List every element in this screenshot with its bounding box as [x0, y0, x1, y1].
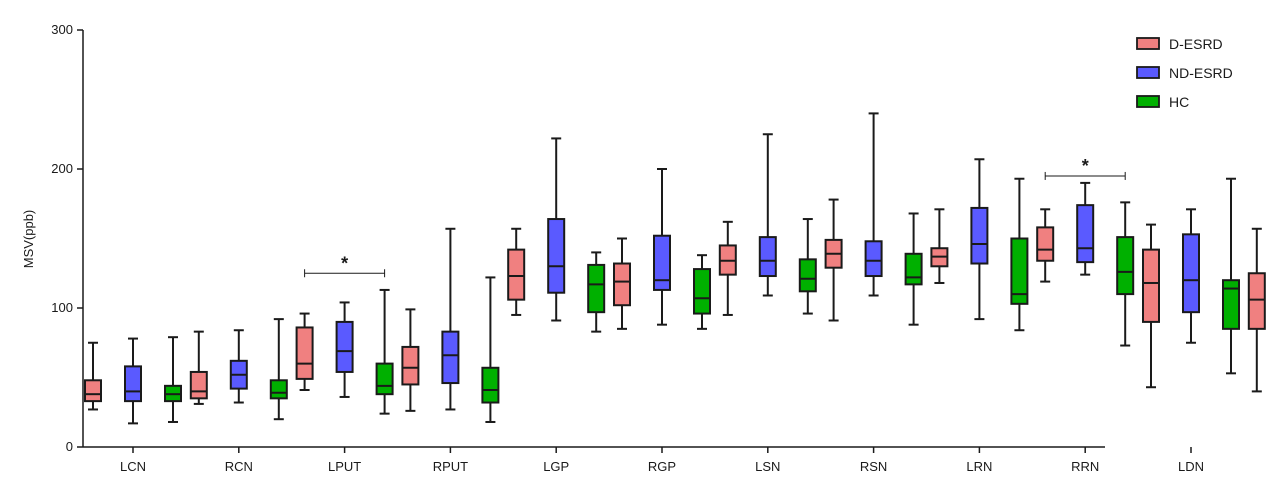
x-tick-label-rrn: RRN [1071, 459, 1099, 474]
x-tick-label-rput: RPUT [433, 459, 468, 474]
box-lgp-hc [587, 251, 606, 333]
box-iqr [1247, 272, 1266, 330]
box-lput-d-esrd [295, 312, 314, 392]
box-lsn-nd-esrd [758, 133, 777, 297]
legend-item-nd-esrd: ND-ESRD [1136, 65, 1233, 81]
x-tick-label-lgp: LGP [543, 459, 569, 474]
legend-label: D-ESRD [1169, 36, 1223, 52]
box-iqr [295, 326, 314, 380]
box-lput-hc [375, 288, 394, 415]
box-rsn-hc [904, 212, 923, 326]
box-iqr [1116, 236, 1135, 296]
significance-star: * [1082, 156, 1089, 176]
legend-swatch [1136, 95, 1160, 108]
x-tick-label-lsn: LSN [755, 459, 780, 474]
box-lsn-d-esrd [718, 220, 737, 316]
box-iqr [1222, 279, 1240, 330]
box-ldn-hc [1222, 177, 1240, 375]
box-iqr [441, 330, 460, 385]
box-lsn-hc [798, 218, 817, 315]
legend-swatch [1136, 37, 1160, 50]
box-rcn-d-esrd [189, 330, 208, 405]
plot-area: ** [84, 112, 1266, 425]
box-lcn-hc [164, 336, 182, 423]
box-ldn-d-esrd [1142, 223, 1160, 389]
box-lgp-d-esrd [507, 227, 526, 316]
y-axis-title: MSV(ppb) [21, 210, 36, 269]
box-rrn-hc [1116, 201, 1135, 347]
y-tick-label: 0 [66, 439, 73, 454]
box-iqr [970, 206, 989, 265]
box-rgp-nd-esrd [653, 168, 671, 326]
box-iqr [1182, 233, 1200, 314]
box-lput-nd-esrd [335, 301, 354, 398]
y-tick-label: 200 [51, 161, 73, 176]
box-iqr [798, 258, 817, 293]
box-rdn-d-esrd [1247, 227, 1266, 393]
box-iqr [864, 240, 883, 278]
box-rcn-nd-esrd [229, 329, 248, 404]
x-tick-label-rgp: RGP [648, 459, 676, 474]
box-rcn-hc [269, 318, 288, 421]
box-lcn-d-esrd [84, 341, 102, 411]
box-rgp-hc [693, 254, 711, 330]
x-tick-label-rsn: RSN [860, 459, 887, 474]
y-tick-label: 300 [51, 22, 73, 37]
box-iqr [269, 379, 288, 400]
box-iqr [613, 262, 631, 307]
box-iqr [904, 252, 923, 286]
box-iqr [758, 236, 777, 278]
significance-lput: * [304, 253, 386, 278]
box-iqr [547, 218, 566, 294]
box-iqr [335, 320, 354, 373]
box-lrn-nd-esrd [970, 158, 989, 321]
x-tick-label-lcn: LCN [120, 459, 146, 474]
box-rsn-d-esrd [824, 198, 843, 322]
box-rsn-nd-esrd [864, 112, 883, 297]
box-lrn-hc [1010, 177, 1029, 332]
box-lrn-d-esrd [930, 208, 949, 284]
box-lcn-nd-esrd [124, 337, 142, 425]
legend-label: ND-ESRD [1169, 65, 1233, 81]
x-tick-label-rcn: RCN [225, 459, 253, 474]
legend: D-ESRD ND-ESRD HC [1136, 36, 1233, 110]
significance-rrn: * [1044, 156, 1126, 180]
box-rput-hc [481, 276, 500, 423]
box-iqr [124, 365, 142, 403]
box-iqr [375, 362, 394, 396]
box-iqr [1010, 237, 1029, 305]
axes: 0 100 200 300 LCN RCN LPUT RPUT LGP RGP LSN RSN LRN R… [51, 22, 1204, 474]
box-rput-nd-esrd [441, 227, 460, 411]
x-tick-label-lrn: LRN [966, 459, 992, 474]
y-tick-label: 100 [51, 300, 73, 315]
box-rput-d-esrd [401, 308, 420, 412]
x-tick-label-ldn: LDN [1178, 459, 1204, 474]
legend-label: HC [1169, 94, 1189, 110]
box-rrn-d-esrd [1036, 208, 1055, 283]
box-lgp-nd-esrd [547, 137, 566, 322]
box-rrn-nd-esrd [1076, 181, 1095, 276]
legend-item-d-esrd: D-ESRD [1136, 36, 1223, 52]
legend-swatch [1136, 66, 1160, 79]
box-rgp-d-esrd [613, 237, 631, 330]
box-iqr [189, 370, 208, 400]
legend-item-hc: HC [1136, 94, 1189, 110]
box-iqr [1076, 204, 1095, 264]
box-iqr [507, 248, 526, 301]
box-iqr [653, 234, 671, 291]
box-iqr [481, 366, 500, 404]
box-ldn-nd-esrd [1182, 208, 1200, 344]
box-iqr [84, 379, 102, 403]
box-iqr [401, 345, 420, 386]
x-tick-label-lput: LPUT [328, 459, 361, 474]
box-iqr [1142, 248, 1160, 323]
box-iqr [587, 263, 606, 314]
box-iqr [1036, 226, 1055, 262]
significance-star: * [341, 253, 348, 273]
box-iqr [693, 268, 711, 315]
